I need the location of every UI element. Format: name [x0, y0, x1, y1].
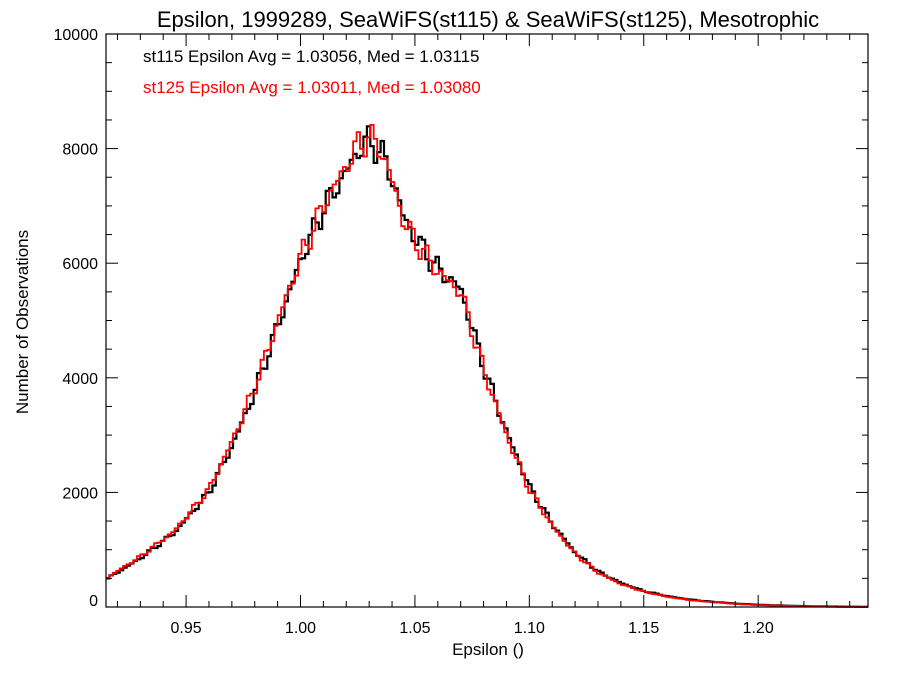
annotation-st125: st125 Epsilon Avg = 1.03011, Med = 1.030… [143, 78, 481, 97]
y-tick-label: 6000 [62, 256, 98, 273]
x-axis-label: Epsilon () [452, 640, 524, 659]
y-axis-label: Number of Observations [13, 230, 32, 414]
chart-title: Epsilon, 1999289, SeaWiFS(st115) & SeaWi… [157, 7, 819, 32]
plot-layer: 0.95 1.00 1.05 1.10 1.15 1.20 0 2000 4000 6000 800… [54, 27, 869, 637]
x-tick-label: 1.10 [514, 620, 545, 637]
y-tick-label: 2000 [62, 485, 98, 502]
x-tick-label: 1.00 [285, 620, 316, 637]
x-tick-label: 1.15 [628, 620, 659, 637]
series-line-st125 [106, 124, 868, 608]
x-tick-label: 1.20 [743, 620, 774, 637]
y-tick-label: 4000 [62, 371, 98, 388]
annotation-st115: st115 Epsilon Avg = 1.03056, Med = 1.031… [143, 47, 479, 66]
y-tick-label: 0 [89, 593, 98, 610]
y-tick-label: 8000 [62, 142, 98, 159]
x-tick-label: 0.95 [171, 620, 202, 637]
y-tick-label: 10000 [54, 27, 99, 44]
x-tick-label: 1.05 [399, 620, 430, 637]
